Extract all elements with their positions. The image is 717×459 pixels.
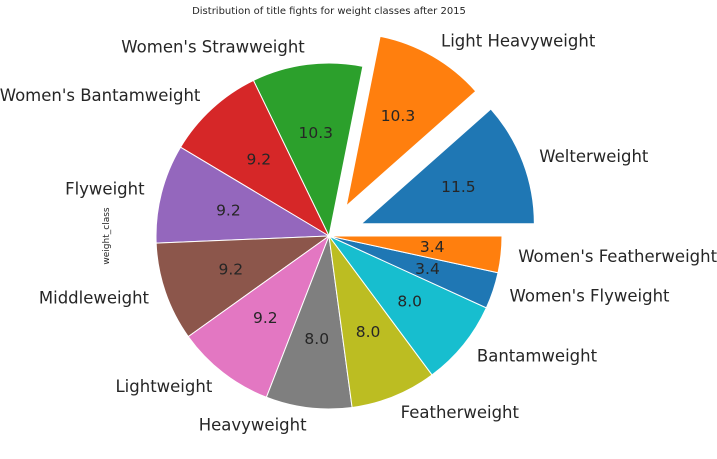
value-label-women-s-flyweight: 3.4	[415, 260, 440, 278]
value-label-women-s-featherweight: 3.4	[420, 238, 445, 256]
pie-slice-lightweight	[187, 234, 331, 398]
value-label-bantamweight: 8.0	[397, 292, 422, 310]
category-label-featherweight: Featherweight	[401, 403, 520, 422]
value-label-featherweight: 8.0	[356, 323, 381, 341]
pie-slice-women-s-strawweight	[252, 62, 364, 238]
pie-slices	[155, 35, 535, 410]
pie-slice-women-s-featherweight	[328, 235, 503, 274]
pie-value-labels: 11.5 10.3 10.3 9.2 9.2 9.2 9.2 8.0 8.0 8.0 3.4 3.4	[216, 107, 476, 348]
pie-slice-middleweight	[155, 235, 331, 338]
pie-slice-light-heavyweight	[345, 35, 477, 208]
category-label-heavyweight: Heavyweight	[199, 415, 307, 434]
value-label-women-s-bantamweight: 9.2	[247, 150, 272, 168]
category-label-bantamweight: Bantamweight	[477, 346, 598, 365]
chart-title: Distribution of title fights for weight …	[192, 6, 466, 17]
category-label-welterweight: Welterweight	[539, 147, 649, 166]
value-label-lightweight: 9.2	[253, 309, 278, 327]
category-label-flyweight: Flyweight	[65, 180, 145, 199]
pie-slice-welterweight	[360, 108, 535, 225]
value-label-women-s-strawweight: 10.3	[299, 124, 334, 142]
value-label-welterweight: 11.5	[441, 178, 476, 196]
pie-category-labels: Welterweight Light Heavyweight Women's Str…	[0, 31, 717, 434]
y-axis-label: weight_class	[102, 207, 112, 264]
pie-slice-flyweight	[155, 146, 331, 244]
category-label-middleweight: Middleweight	[39, 288, 150, 307]
category-label-women-s-flyweight: Women's Flyweight	[510, 287, 671, 306]
value-label-heavyweight: 8.0	[304, 330, 329, 348]
category-label-light-heavyweight: Light Heavyweight	[441, 31, 596, 50]
category-label-women-s-featherweight: Women's Featherweight	[518, 247, 717, 266]
value-label-middleweight: 9.2	[219, 261, 244, 279]
category-label-women-s-bantamweight: Women's Bantamweight	[0, 86, 201, 105]
pie-slice-women-s-bantamweight	[179, 79, 331, 238]
category-label-lightweight: Lightweight	[115, 377, 212, 396]
category-label-women-s-strawweight: Women's Strawweight	[121, 38, 305, 57]
value-label-flyweight: 9.2	[216, 201, 241, 219]
value-label-light-heavyweight: 10.3	[381, 107, 416, 125]
